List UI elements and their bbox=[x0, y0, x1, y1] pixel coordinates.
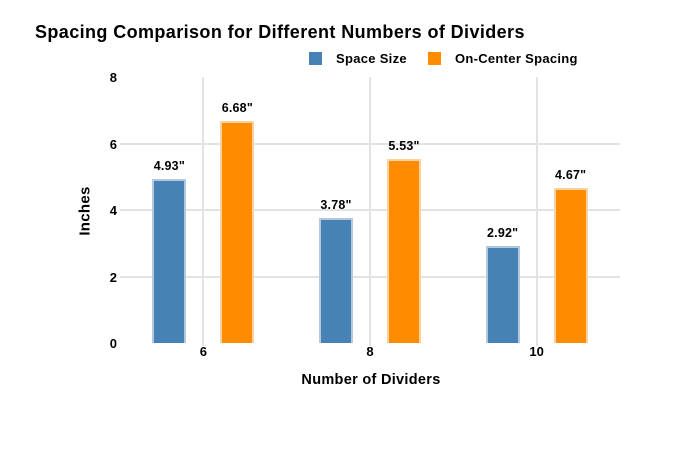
bar-space-size-6 bbox=[152, 179, 187, 343]
bar-label-space-size-10: 2.92" bbox=[487, 226, 519, 241]
legend-item-space-size: Space Size bbox=[309, 51, 407, 66]
legend-label-space-size: Space Size bbox=[336, 51, 407, 66]
x-tick-label-10: 10 bbox=[529, 344, 544, 359]
y-tick-label-4: 4 bbox=[109, 203, 117, 219]
bar-space-size-8 bbox=[319, 217, 353, 343]
bar-on-center-spacing-6 bbox=[220, 121, 255, 343]
legend-label-on-center-spacing: On-Center Spacing bbox=[454, 51, 578, 66]
chart-title: Spacing Comparison for Different Numbers… bbox=[35, 22, 525, 42]
x-axis-title: Number of Dividers bbox=[301, 372, 441, 388]
y-tick-label-0: 0 bbox=[109, 336, 117, 351]
v-gridline-6 bbox=[202, 77, 205, 346]
y-tick-label-6: 6 bbox=[109, 136, 117, 152]
bar-label-on-center-spacing-8: 5.53" bbox=[388, 139, 420, 154]
legend: Space Size On-Center Spacing bbox=[309, 51, 578, 66]
v-gridline-8 bbox=[369, 77, 371, 346]
bar-on-center-spacing-8 bbox=[387, 159, 421, 343]
x-tick-label-6: 6 bbox=[199, 344, 207, 359]
bar-label-space-size-6: 4.93" bbox=[153, 159, 185, 174]
bar-on-center-spacing-10 bbox=[553, 187, 588, 343]
bar-label-space-size-8: 3.78" bbox=[320, 197, 352, 212]
bar-label-on-center-spacing-10: 4.67" bbox=[555, 167, 587, 182]
y-tick-label-2: 2 bbox=[109, 269, 117, 285]
legend-swatch-space-size bbox=[309, 52, 322, 65]
bar-space-size-10 bbox=[485, 246, 520, 343]
legend-swatch-on-center-spacing bbox=[427, 52, 441, 65]
v-gridline-10 bbox=[535, 77, 538, 346]
y-tick-label-8: 8 bbox=[109, 70, 117, 86]
bar-label-on-center-spacing-6: 6.68" bbox=[221, 101, 253, 116]
x-tick-label-8: 8 bbox=[366, 344, 374, 359]
y-axis-title: Inches bbox=[76, 186, 94, 236]
legend-item-on-center-spacing: On-Center Spacing bbox=[427, 51, 578, 66]
